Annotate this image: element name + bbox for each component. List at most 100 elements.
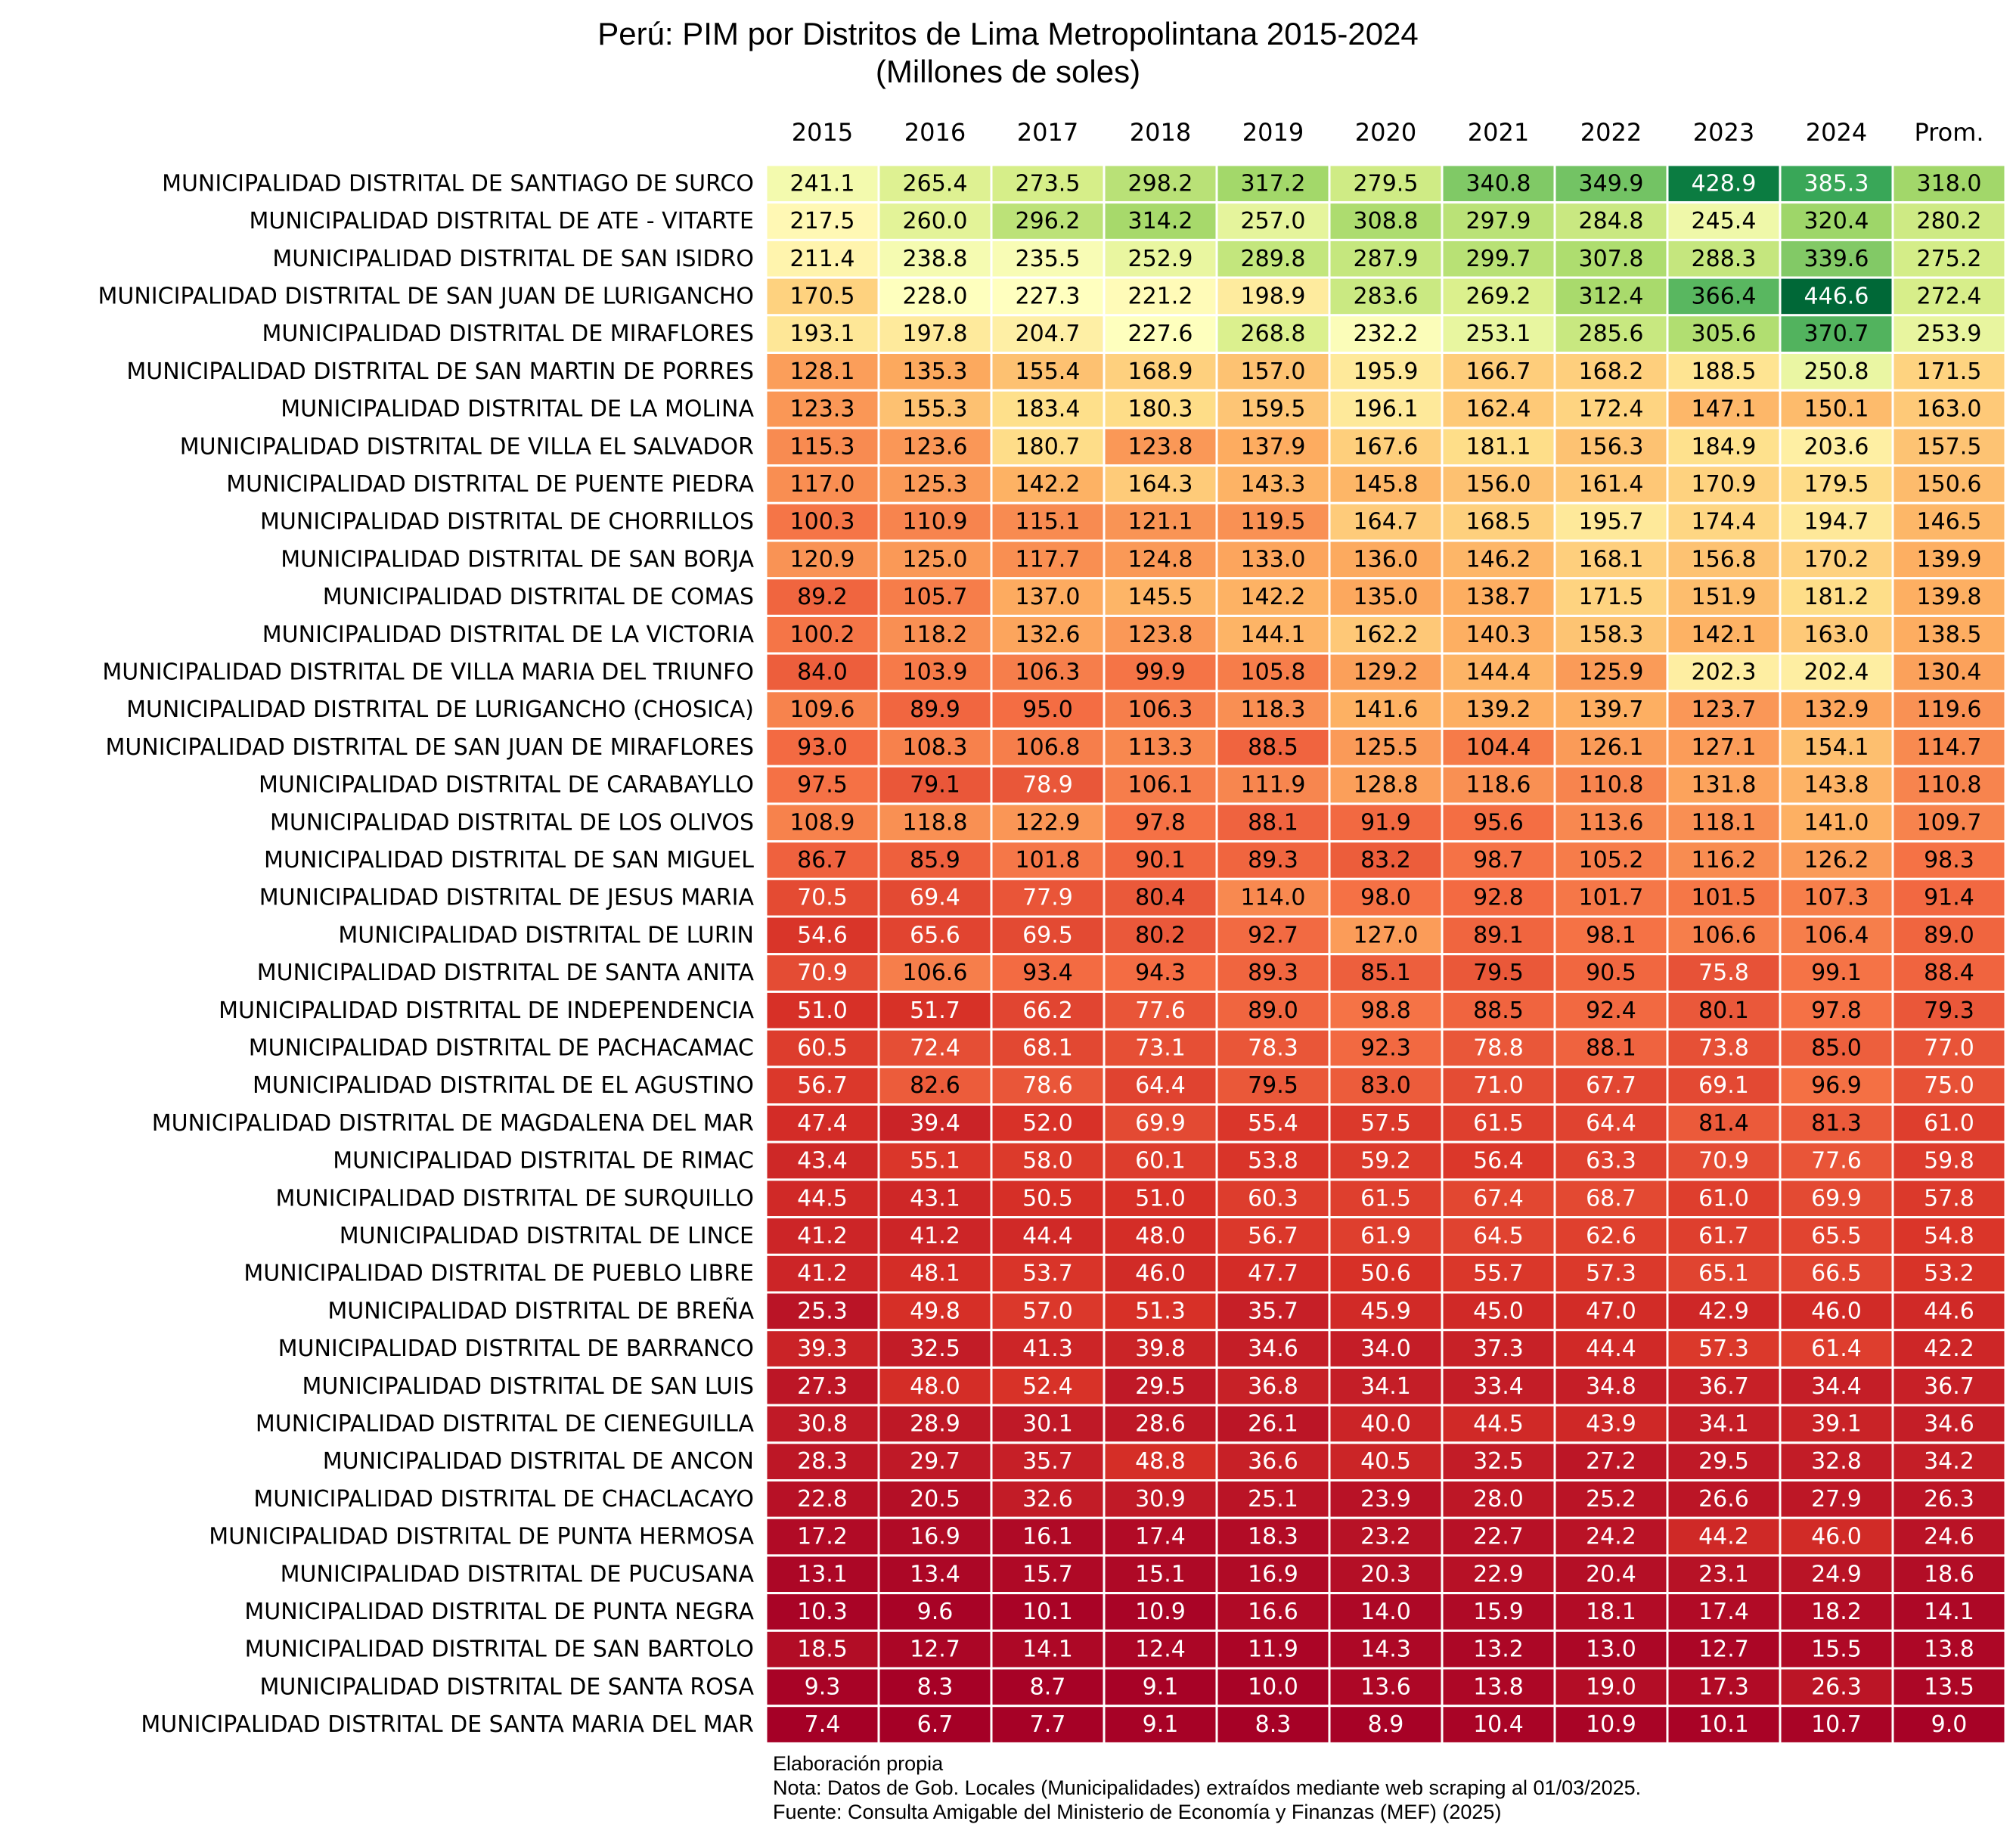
heatmap-cell [1328, 728, 1444, 768]
note-data: Nota: Datos de Gob. Locales (Municipalid… [773, 1776, 1642, 1799]
cell-value-label: 110.8 [1579, 772, 1644, 799]
cell-value-label: 312.4 [1579, 283, 1644, 309]
cell-value-label: 211.4 [790, 246, 855, 272]
heatmap-cell [1779, 163, 1894, 204]
heatmap-cell [877, 765, 993, 805]
cell-value-label: 296.2 [1016, 208, 1081, 234]
cell-value-label: 54.6 [797, 922, 848, 948]
cell-value-label: 91.4 [1924, 885, 1974, 911]
heatmap-cell [1891, 577, 2007, 617]
cell-value-label: 126.1 [1579, 734, 1644, 761]
cell-value-label: 297.9 [1466, 208, 1531, 234]
cell-value-label: 36.7 [1698, 1373, 1749, 1400]
heatmap-cell [765, 1103, 880, 1143]
row-label: MUNICIPALIDAD DISTRITAL DE CHORRILLOS [260, 509, 754, 535]
heatmap-cell [1891, 877, 2007, 918]
cell-value-label: 241.1 [790, 170, 855, 197]
cell-value-label: 34.0 [1360, 1336, 1411, 1362]
heatmap-cell [1328, 1140, 1444, 1181]
heatmap-cells: 241.1 265.4 273.5 298.2 317.2 279.5 340.8 349.9… [765, 163, 2007, 1745]
cell-value-label: 10.9 [1586, 1711, 1636, 1738]
cell-value-label: 195.7 [1579, 509, 1644, 535]
cell-value-label: 27.2 [1586, 1448, 1636, 1475]
heatmap-cell [1891, 1366, 2007, 1407]
heatmap-cell [765, 314, 880, 354]
heatmap-cell [1553, 1066, 1669, 1106]
row-label: MUNICIPALIDAD DISTRITAL DE SAN ISIDRO [272, 246, 754, 272]
heatmap-cell [1103, 1441, 1218, 1482]
cell-value-label: 118.3 [1241, 697, 1306, 723]
cell-value-label: 118.1 [1692, 809, 1757, 836]
heatmap-cell [1215, 1441, 1331, 1482]
cell-value-label: 7.7 [1030, 1711, 1066, 1738]
heatmap-cell [1441, 614, 1556, 655]
heatmap-cell [877, 389, 993, 430]
cell-value-label: 131.8 [1692, 772, 1757, 799]
cell-value-label: 30.1 [1022, 1410, 1073, 1437]
cell-value-label: 51.0 [797, 997, 848, 1024]
cell-value-label: 105.7 [903, 584, 968, 610]
cell-value-label: 42.2 [1924, 1336, 1974, 1362]
heatmap-cell [1215, 276, 1331, 317]
cell-value-label: 139.8 [1917, 584, 1982, 610]
cell-value-label: 161.4 [1579, 471, 1644, 498]
cell-value-label: 156.8 [1692, 546, 1757, 572]
cell-value-label: 57.0 [1022, 1298, 1073, 1324]
heatmap-cell [765, 877, 880, 918]
cell-value-label: 221.2 [1128, 283, 1193, 309]
heatmap-cell [1328, 163, 1444, 204]
cell-value-label: 61.7 [1698, 1223, 1749, 1249]
heatmap-cell [1215, 539, 1331, 580]
column-header-2022: 2022 [1580, 118, 1642, 147]
cell-value-label: 89.0 [1924, 922, 1974, 948]
cell-value-label: 86.7 [797, 847, 848, 873]
cell-value-label: 51.0 [1135, 1185, 1186, 1212]
heatmap-cell [765, 1592, 880, 1632]
cell-value-label: 9.3 [805, 1674, 841, 1700]
cell-value-label: 75.0 [1924, 1072, 1974, 1099]
cell-value-label: 34.6 [1248, 1336, 1298, 1362]
cell-value-label: 48.8 [1135, 1448, 1186, 1475]
cell-value-label: 170.5 [790, 283, 855, 309]
cell-value-label: 82.6 [910, 1072, 960, 1099]
cell-value-label: 157.5 [1917, 433, 1982, 460]
cell-value-label: 22.9 [1473, 1561, 1524, 1587]
cell-value-label: 10.0 [1248, 1674, 1298, 1700]
cell-value-label: 95.6 [1473, 809, 1524, 836]
heatmap-cell [1441, 352, 1556, 392]
heatmap-cell [1891, 314, 2007, 354]
heatmap-cell [990, 201, 1106, 241]
heatmap-cell [1215, 1592, 1331, 1632]
heatmap-cell [1553, 840, 1669, 880]
heatmap-cell [1666, 238, 1782, 279]
heatmap-cell [1891, 539, 2007, 580]
cell-value-label: 68.7 [1586, 1185, 1636, 1212]
cell-value-label: 13.2 [1473, 1637, 1524, 1663]
heatmap-cell [1215, 765, 1331, 805]
heatmap-cell [1891, 690, 2007, 730]
row-label: MUNICIPALIDAD DISTRITAL DE PACHACAMAC [249, 1035, 754, 1061]
cell-value-label: 162.4 [1466, 396, 1531, 423]
cell-value-label: 275.2 [1917, 246, 1982, 272]
cell-value-label: 70.9 [797, 960, 848, 986]
cell-value-label: 98.8 [1360, 997, 1411, 1024]
cell-value-label: 108.9 [790, 809, 855, 836]
cell-value-label: 36.6 [1248, 1448, 1298, 1475]
cell-value-label: 113.6 [1579, 809, 1644, 836]
heatmap-cell [1328, 314, 1444, 354]
cell-value-label: 238.8 [903, 246, 968, 272]
cell-value-label: 170.9 [1692, 471, 1757, 498]
heatmap-cell [1891, 276, 2007, 317]
row-label: MUNICIPALIDAD DISTRITAL DE SAN MARTIN DE… [126, 358, 754, 385]
heatmap-cell [1103, 953, 1218, 993]
cell-value-label: 203.6 [1804, 433, 1869, 460]
cell-value-label: 65.6 [910, 922, 960, 948]
cell-value-label: 163.0 [1917, 396, 1982, 423]
heatmap-cell [1779, 990, 1894, 1031]
cell-value-label: 118.8 [903, 809, 968, 836]
cell-value-label: 47.4 [797, 1110, 848, 1137]
heatmap-cell [1666, 1629, 1782, 1670]
cell-value-label: 84.0 [797, 659, 848, 685]
cell-value-label: 99.9 [1135, 659, 1186, 685]
cell-value-label: 14.3 [1360, 1637, 1411, 1663]
